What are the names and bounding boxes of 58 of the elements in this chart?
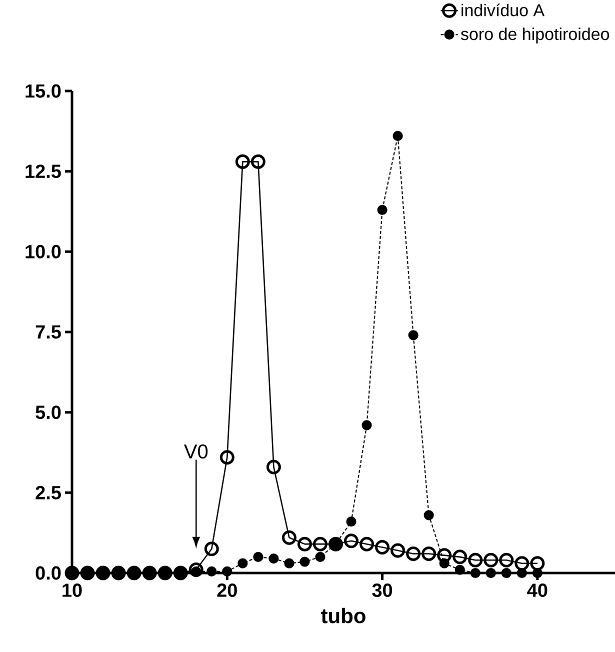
point	[297, 536, 312, 552]
x-axis-title: tubo	[321, 608, 366, 624]
point	[437, 548, 452, 563]
legend-label: soro de hipotiroideo	[460, 28, 610, 44]
x-tick-label: 10	[62, 584, 82, 597]
point	[346, 516, 356, 527]
point	[408, 330, 418, 340]
point	[530, 556, 545, 571]
point	[206, 566, 217, 576]
point	[468, 552, 483, 568]
y-tick-label: 15.0	[26, 84, 61, 98]
y-tick-label: 2.5	[36, 486, 61, 500]
point	[266, 460, 281, 474]
point	[375, 540, 390, 555]
point	[424, 510, 434, 520]
point	[452, 550, 468, 564]
point	[268, 553, 279, 564]
y-tick-label: 12.5	[26, 164, 61, 178]
point	[377, 204, 388, 215]
point	[362, 420, 372, 430]
point	[344, 534, 359, 548]
y-tick-label: 7.5	[36, 325, 61, 339]
point	[484, 552, 498, 568]
point	[315, 552, 326, 562]
point	[360, 536, 374, 552]
point	[514, 556, 530, 571]
y-tick-label: 0.0	[36, 566, 61, 580]
point	[253, 552, 264, 562]
x-tick-label: 30	[372, 584, 392, 598]
point	[439, 558, 450, 568]
point	[454, 564, 465, 575]
x-tick-label: 40	[527, 584, 548, 597]
point	[250, 154, 266, 169]
y-tick-label: 10.0	[26, 244, 61, 258]
point	[390, 543, 406, 558]
point	[282, 530, 296, 545]
point	[499, 552, 514, 568]
point	[235, 154, 250, 169]
point	[222, 566, 232, 576]
point	[422, 546, 436, 561]
point	[188, 562, 204, 578]
point	[392, 130, 403, 142]
point	[300, 556, 310, 567]
y-tick-label: 5.0	[36, 406, 61, 420]
point	[486, 568, 496, 578]
point	[238, 558, 248, 568]
x-tick-label: 20	[217, 584, 237, 597]
point	[501, 568, 512, 578]
point	[470, 568, 480, 578]
point	[406, 546, 421, 561]
point	[516, 568, 527, 578]
annotation: V0	[184, 444, 208, 459]
legend-label: indivíduo A	[462, 4, 545, 16]
point	[312, 536, 328, 552]
point	[532, 568, 542, 578]
point	[284, 558, 294, 568]
point	[220, 450, 234, 465]
point	[204, 542, 219, 556]
